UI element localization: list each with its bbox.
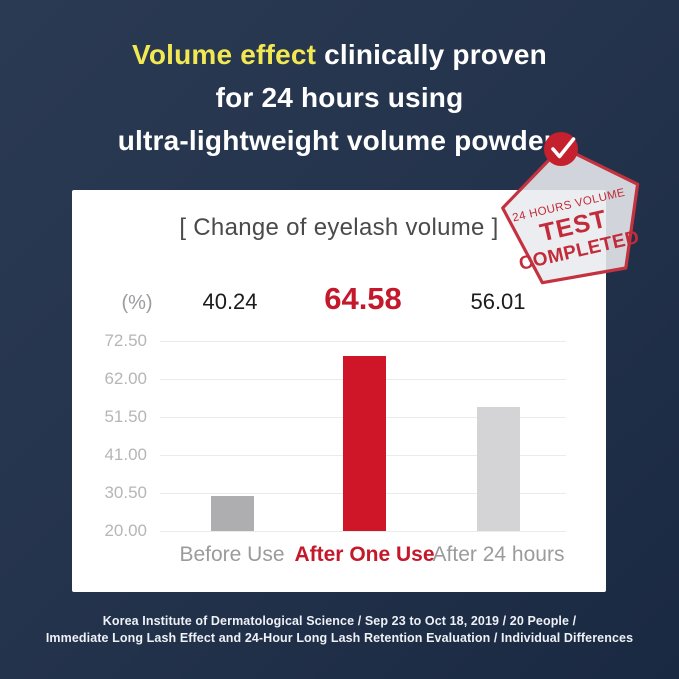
category-label: After One Use xyxy=(294,543,435,566)
y-tick-label: 30.50 xyxy=(104,483,147,502)
value-label: 40.24 xyxy=(202,289,258,314)
y-tick-label: 41.00 xyxy=(104,445,147,464)
value-labels-row: (%) 40.24 64.58 56.01 xyxy=(72,278,606,318)
title-highlight: Volume effect xyxy=(132,39,317,70)
value-label: 64.58 xyxy=(324,281,402,316)
title-line-2: for 24 hours using xyxy=(215,82,464,113)
title-line-3: ultra-lightweight volume powder. xyxy=(117,125,562,156)
bar xyxy=(343,356,386,531)
stamp-badge: 24 HOURS VOLUME TEST COMPLETED xyxy=(501,132,642,285)
y-tick-label: 51.50 xyxy=(104,407,147,426)
footer-line-1: Korea Institute of Dermatological Scienc… xyxy=(102,614,577,628)
footer-note: Korea Institute of Dermatological Scienc… xyxy=(0,613,679,647)
title-line-1: Volume effect clinically proven xyxy=(0,33,679,76)
gridline xyxy=(160,531,566,532)
bar xyxy=(210,496,254,531)
category-label: After 24 hours xyxy=(432,543,565,566)
chart-title: [ Change of eyelash volume ] xyxy=(179,214,499,241)
category-label: Before Use xyxy=(179,543,285,566)
bar xyxy=(477,407,520,531)
page-title: Volume effect clinically proven for 24 h… xyxy=(0,33,679,162)
gridline xyxy=(160,341,566,342)
y-tick-label: 62.00 xyxy=(104,369,147,388)
footer-line-2: Immediate Long Lash Effect and 24-Hour L… xyxy=(45,631,634,645)
title-line-1-rest: clinically proven xyxy=(316,39,547,70)
check-icon xyxy=(544,132,578,166)
chart-card: [ Change of eyelash volume ] (%) 40.24 64… xyxy=(72,190,606,592)
unit-label: (%) xyxy=(121,292,153,314)
stamp-pentagon-texture xyxy=(501,146,639,284)
y-tick-label: 72.50 xyxy=(104,331,147,350)
value-label: 56.01 xyxy=(470,289,526,314)
y-tick-label: 20.00 xyxy=(104,521,147,540)
plot-area: 72.50 62.00 51.50 41.00 30.50 20.00 Before Use… xyxy=(104,331,566,566)
